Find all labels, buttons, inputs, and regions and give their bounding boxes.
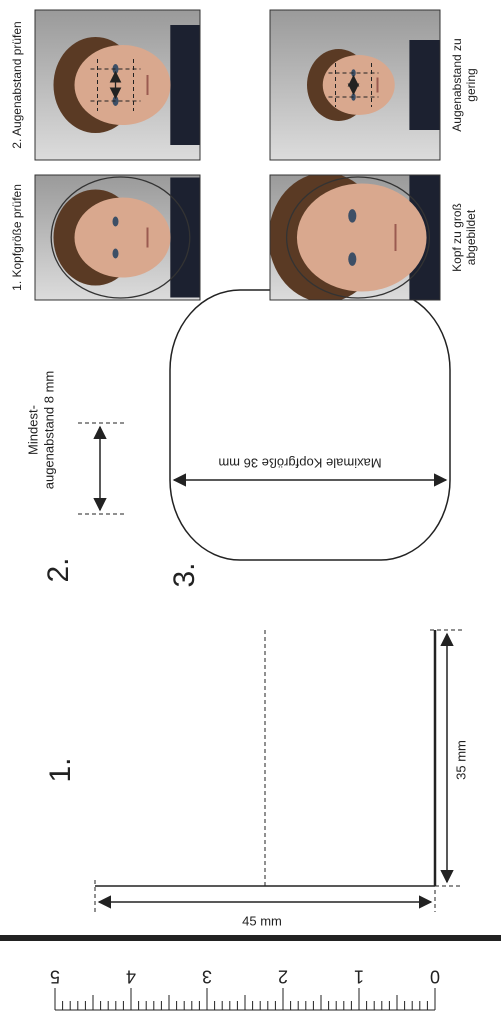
width-label: 35 mm bbox=[453, 740, 468, 780]
eye-distance-label: Mindest- bbox=[25, 405, 40, 455]
head-oval bbox=[169, 289, 451, 561]
photo-frame bbox=[94, 629, 462, 912]
photo-caption: abgebildet bbox=[464, 209, 478, 265]
face bbox=[74, 45, 171, 125]
eye bbox=[112, 248, 119, 259]
shirt bbox=[409, 40, 440, 130]
photo bbox=[34, 174, 201, 301]
photos: 2. Augenabstand prüfen 1. Kopfgröße prüfe… bbox=[10, 9, 478, 301]
eye bbox=[348, 252, 357, 266]
ruler-label: 5 bbox=[50, 966, 60, 986]
photo bbox=[34, 9, 201, 161]
ruler: 0 1 2 3 4 5 bbox=[50, 966, 440, 1011]
face bbox=[296, 183, 427, 292]
photo-caption: Augenabstand zu bbox=[450, 38, 464, 131]
head-size-label: Maximale Kopfgröße 36 mm bbox=[218, 456, 381, 471]
height-label: 45 mm bbox=[242, 913, 282, 928]
ruler-label: 1 bbox=[354, 966, 364, 986]
photo-caption: 1. Kopfgröße prüfen bbox=[10, 184, 24, 291]
photo-border bbox=[269, 9, 441, 161]
step-number: 3. bbox=[168, 562, 201, 587]
photo-content bbox=[270, 175, 440, 300]
photo bbox=[269, 9, 441, 161]
photo-caption: gering bbox=[464, 68, 478, 101]
step-number: 2. bbox=[42, 557, 75, 582]
eye bbox=[112, 216, 119, 227]
eye-distance-mark bbox=[78, 422, 125, 515]
photo-content bbox=[35, 175, 200, 300]
photo-content bbox=[35, 10, 200, 160]
head-guide bbox=[285, 176, 431, 299]
photo bbox=[269, 174, 441, 301]
photo-caption: Kopf zu groß bbox=[450, 203, 464, 272]
ruler-label: 2 bbox=[278, 966, 288, 986]
ruler-bar bbox=[0, 935, 501, 941]
eye-distance-label: augenabstand 8 mm bbox=[41, 371, 56, 490]
ruler-label: 0 bbox=[430, 966, 440, 986]
eye bbox=[348, 209, 357, 223]
photo-content bbox=[270, 10, 440, 160]
photo-border bbox=[269, 174, 441, 301]
photo-caption: 2. Augenabstand prüfen bbox=[10, 21, 24, 148]
head-guide bbox=[50, 176, 191, 299]
ruler-label: 4 bbox=[126, 966, 136, 986]
face bbox=[74, 197, 171, 278]
face bbox=[322, 55, 395, 115]
ruler-label: 3 bbox=[202, 966, 212, 986]
step-number: 1. bbox=[44, 757, 77, 782]
photo-border bbox=[34, 9, 201, 161]
shirt bbox=[170, 177, 200, 298]
photo-border bbox=[34, 174, 201, 301]
shirt bbox=[170, 25, 200, 145]
